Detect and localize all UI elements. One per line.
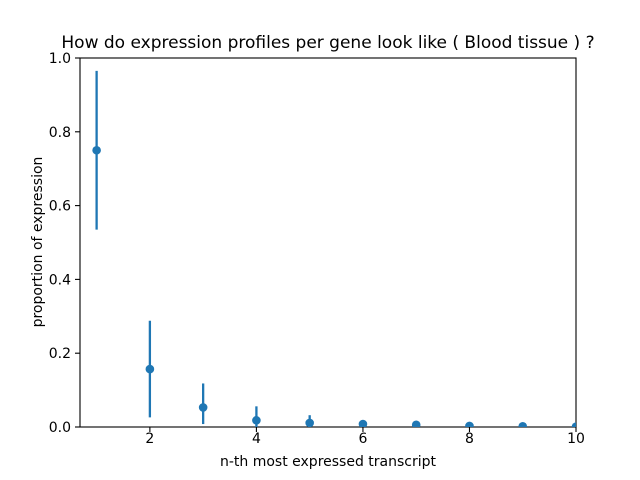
y-tick-label: 1.0 — [49, 51, 71, 67]
chart-title: How do expression profiles per gene look… — [61, 33, 594, 53]
data-point — [198, 403, 208, 412]
axes: 2 4 6 8 10 0.0 0.2 0.4 0.6 0.8 1.0 — [49, 51, 585, 447]
y-tick-label: 0.0 — [49, 420, 71, 436]
y-tick-label: 0.2 — [49, 346, 71, 362]
data-point — [465, 421, 474, 427]
y-tick-label: 0.6 — [49, 199, 71, 215]
data-point — [252, 416, 261, 425]
data-point — [518, 421, 528, 427]
x-tick-label: 10 — [567, 431, 585, 447]
data-point — [145, 364, 155, 374]
y-tick-label: 0.8 — [49, 125, 71, 141]
y-axis-label: proportion of expression — [30, 157, 46, 328]
data-series — [92, 70, 576, 427]
x-tick-label: 6 — [358, 431, 367, 447]
data-point — [358, 419, 368, 427]
data-point — [571, 422, 576, 427]
data-point — [411, 420, 421, 427]
plot-frame — [79, 57, 577, 428]
x-tick-label: 4 — [252, 431, 261, 447]
y-tick-label: 0.4 — [49, 272, 71, 288]
x-axis-label: n-th most expressed transcript — [220, 454, 437, 470]
x-tick-label: 8 — [465, 431, 474, 447]
data-point — [305, 418, 314, 427]
data-point — [92, 145, 101, 155]
x-tick-label: 2 — [145, 431, 154, 447]
